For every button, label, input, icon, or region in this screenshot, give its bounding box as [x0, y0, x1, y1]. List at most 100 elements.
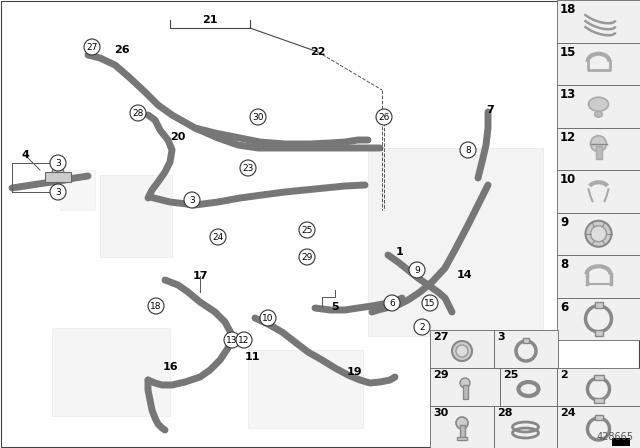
Bar — [557, 297, 640, 340]
Bar — [557, 212, 640, 255]
Ellipse shape — [589, 97, 609, 111]
Text: 7: 7 — [486, 105, 494, 115]
Text: 23: 23 — [243, 164, 253, 172]
Text: 4: 4 — [21, 150, 29, 160]
Text: 24: 24 — [560, 408, 575, 418]
Bar — [557, 0, 640, 43]
Text: 28: 28 — [132, 108, 144, 117]
Circle shape — [184, 192, 200, 208]
Text: 26: 26 — [378, 112, 390, 121]
Text: 3: 3 — [497, 332, 504, 342]
Circle shape — [456, 417, 468, 429]
Text: 15: 15 — [424, 298, 436, 307]
Circle shape — [84, 39, 100, 55]
Circle shape — [236, 332, 252, 348]
Text: 21: 21 — [202, 15, 218, 25]
Text: 30: 30 — [252, 112, 264, 121]
Circle shape — [50, 184, 66, 200]
Circle shape — [591, 136, 607, 152]
Circle shape — [148, 298, 164, 314]
Text: 2: 2 — [560, 370, 568, 380]
Bar — [557, 255, 640, 297]
Circle shape — [414, 319, 430, 335]
Bar — [430, 406, 494, 448]
Text: 18: 18 — [150, 302, 162, 310]
Text: 12: 12 — [238, 336, 250, 345]
Bar — [460, 425, 465, 439]
Text: 25: 25 — [503, 370, 518, 380]
Bar — [557, 368, 640, 406]
Bar — [100, 175, 172, 257]
Text: 30: 30 — [433, 408, 448, 418]
Bar — [595, 415, 602, 420]
Circle shape — [299, 222, 315, 238]
Bar — [595, 302, 602, 308]
Circle shape — [422, 295, 438, 311]
Bar — [611, 438, 630, 446]
Circle shape — [456, 345, 468, 357]
Text: 24: 24 — [212, 233, 223, 241]
Text: 15: 15 — [560, 46, 577, 59]
Text: 8: 8 — [465, 146, 471, 155]
Text: 13: 13 — [560, 88, 576, 101]
Text: 3: 3 — [55, 159, 61, 168]
Text: 8: 8 — [560, 258, 568, 271]
Text: 26: 26 — [114, 45, 130, 55]
Circle shape — [384, 295, 400, 311]
Text: 29: 29 — [433, 370, 449, 380]
Ellipse shape — [522, 385, 534, 393]
Circle shape — [409, 262, 425, 278]
Bar — [52, 328, 170, 416]
Text: 25: 25 — [301, 225, 313, 234]
Text: 2: 2 — [419, 323, 425, 332]
Text: 14: 14 — [456, 270, 472, 280]
Circle shape — [50, 155, 66, 171]
Text: 11: 11 — [244, 352, 260, 362]
Circle shape — [224, 332, 240, 348]
Bar — [494, 406, 557, 448]
Bar — [593, 375, 604, 380]
Circle shape — [460, 378, 470, 388]
Text: 428665: 428665 — [597, 432, 634, 442]
Bar — [557, 43, 640, 85]
Circle shape — [210, 229, 226, 245]
Bar — [430, 368, 500, 406]
Bar — [457, 437, 467, 440]
Bar — [45, 172, 71, 182]
Circle shape — [452, 341, 472, 361]
Bar — [368, 148, 543, 336]
Text: 10: 10 — [560, 173, 576, 186]
Text: 12: 12 — [560, 130, 576, 143]
Circle shape — [240, 160, 256, 176]
Text: 27: 27 — [86, 43, 98, 52]
Text: 3: 3 — [55, 188, 61, 197]
Circle shape — [299, 249, 315, 265]
Text: 3: 3 — [189, 195, 195, 204]
Bar — [500, 368, 557, 406]
Bar — [430, 330, 494, 368]
Bar — [557, 406, 640, 448]
Text: 13: 13 — [227, 336, 237, 345]
Ellipse shape — [595, 111, 602, 117]
Text: 9: 9 — [560, 215, 568, 228]
Text: 6: 6 — [560, 301, 568, 314]
Circle shape — [460, 142, 476, 158]
Bar — [248, 350, 363, 428]
Circle shape — [52, 167, 64, 179]
Text: 18: 18 — [560, 3, 577, 16]
Bar — [463, 385, 467, 399]
Bar — [60, 170, 95, 210]
Bar — [593, 398, 604, 403]
Bar — [557, 128, 640, 170]
Text: 17: 17 — [192, 271, 208, 281]
Circle shape — [376, 109, 392, 125]
Bar — [523, 338, 529, 343]
Text: 22: 22 — [310, 47, 326, 57]
Circle shape — [586, 221, 611, 247]
Circle shape — [250, 109, 266, 125]
Circle shape — [130, 105, 146, 121]
Bar — [595, 330, 602, 336]
Circle shape — [591, 226, 607, 242]
Circle shape — [260, 310, 276, 326]
Text: 20: 20 — [170, 132, 186, 142]
